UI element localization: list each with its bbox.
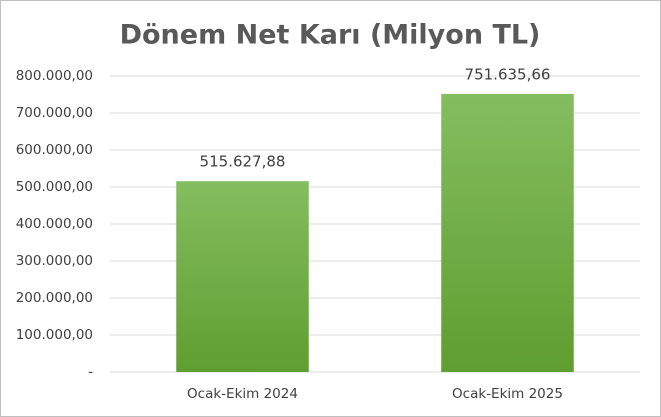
chart-title: Dönem Net Karı (Milyon TL) bbox=[120, 20, 541, 51]
y-tick-label: 300.000,00 bbox=[16, 253, 93, 269]
x-tick-label: Ocak-Ekim 2024 bbox=[187, 386, 298, 402]
y-tick-label: 700.000,00 bbox=[16, 105, 93, 121]
bar bbox=[176, 181, 309, 372]
y-tick-label: - bbox=[88, 364, 93, 380]
y-tick-label: 200.000,00 bbox=[16, 290, 93, 306]
y-tick-label: 500.000,00 bbox=[16, 179, 93, 195]
x-tick-label: Ocak-Ekim 2025 bbox=[452, 386, 563, 402]
y-tick-label: 400.000,00 bbox=[16, 216, 93, 232]
y-tick-label: 100.000,00 bbox=[16, 327, 93, 343]
y-tick-label: 800.000,00 bbox=[16, 68, 93, 84]
bar bbox=[441, 93, 574, 372]
data-label: 751.635,66 bbox=[465, 65, 551, 83]
y-tick-label: 600.000,00 bbox=[16, 142, 93, 158]
data-label: 515.627,88 bbox=[200, 153, 286, 171]
